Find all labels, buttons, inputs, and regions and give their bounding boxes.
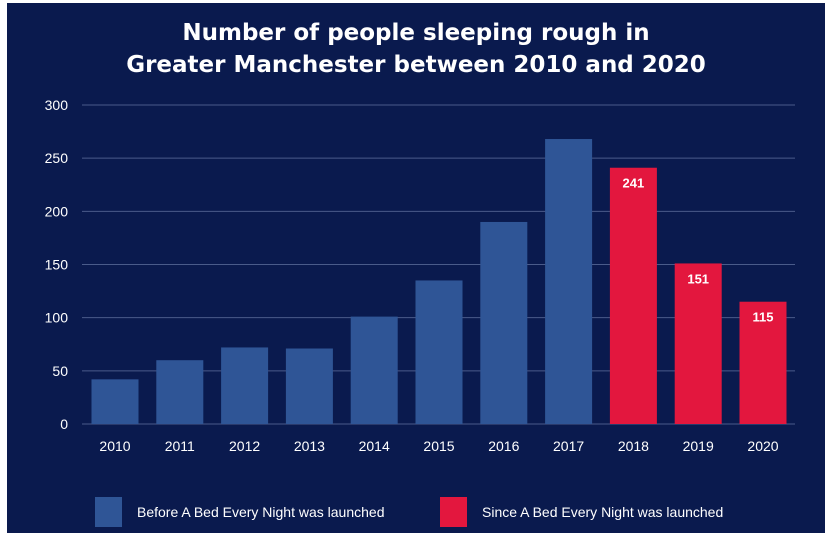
data-label-2018: 241 (623, 176, 645, 191)
x-tick-label: 2012 (229, 438, 260, 454)
y-tick-label: 250 (45, 150, 69, 166)
x-tick-label: 2015 (423, 438, 454, 454)
x-tick-label: 2020 (747, 438, 778, 454)
legend-label-since: Since A Bed Every Night was launched (482, 504, 724, 520)
y-axis-tick-labels: 0 50 100 150 200 250 300 (45, 97, 69, 432)
data-label-2019: 151 (687, 271, 709, 286)
x-tick-label: 2013 (294, 438, 325, 454)
x-tick-label: 2019 (683, 438, 714, 454)
x-tick-label: 2017 (553, 438, 584, 454)
bar-2015 (415, 280, 463, 424)
x-tick-label: 2018 (618, 438, 649, 454)
bar-2019 (674, 263, 722, 424)
x-tick-label: 2014 (359, 438, 390, 454)
chart-title-line-1: Number of people sleeping rough in (182, 20, 650, 46)
y-tick-label: 50 (52, 363, 68, 379)
bar-2018 (609, 167, 657, 424)
x-tick-label: 2016 (488, 438, 519, 454)
bar-2020 (739, 301, 787, 424)
legend: Before A Bed Every Night was launched Si… (7, 497, 825, 527)
bar-2012 (221, 347, 269, 424)
data-label-2020: 115 (753, 310, 774, 325)
legend-item-before: Before A Bed Every Night was launched (95, 497, 384, 527)
data-labels: 241 151 115 (623, 176, 774, 325)
y-tick-label: 0 (60, 416, 68, 432)
bar-2013 (285, 348, 333, 424)
y-tick-label: 200 (45, 203, 69, 219)
legend-swatch-before (95, 497, 122, 527)
bar-2014 (350, 316, 398, 424)
y-tick-label: 150 (45, 257, 69, 273)
x-tick-label: 2010 (99, 438, 130, 454)
legend-item-since: Since A Bed Every Night was launched (440, 497, 723, 527)
bar-2010 (91, 379, 139, 424)
legend-swatch-since (440, 497, 467, 527)
legend-label-before: Before A Bed Every Night was launched (137, 504, 385, 520)
chart-title-line-2: Greater Manchester between 2010 and 2020 (126, 52, 706, 78)
bar-2011 (156, 360, 204, 424)
bars (91, 139, 787, 424)
bar-2017 (545, 139, 593, 424)
chart-panel: Number of people sleeping rough in Great… (7, 3, 825, 533)
x-tick-label: 2011 (165, 438, 195, 454)
y-tick-label: 100 (45, 310, 69, 326)
x-axis-tick-labels: 2010 2011 2012 2013 2014 2015 2016 2017 2018 2019… (99, 438, 778, 454)
bar-2016 (480, 221, 528, 424)
y-tick-label: 300 (45, 97, 69, 113)
chart-title: Number of people sleeping rough in Great… (7, 17, 825, 81)
